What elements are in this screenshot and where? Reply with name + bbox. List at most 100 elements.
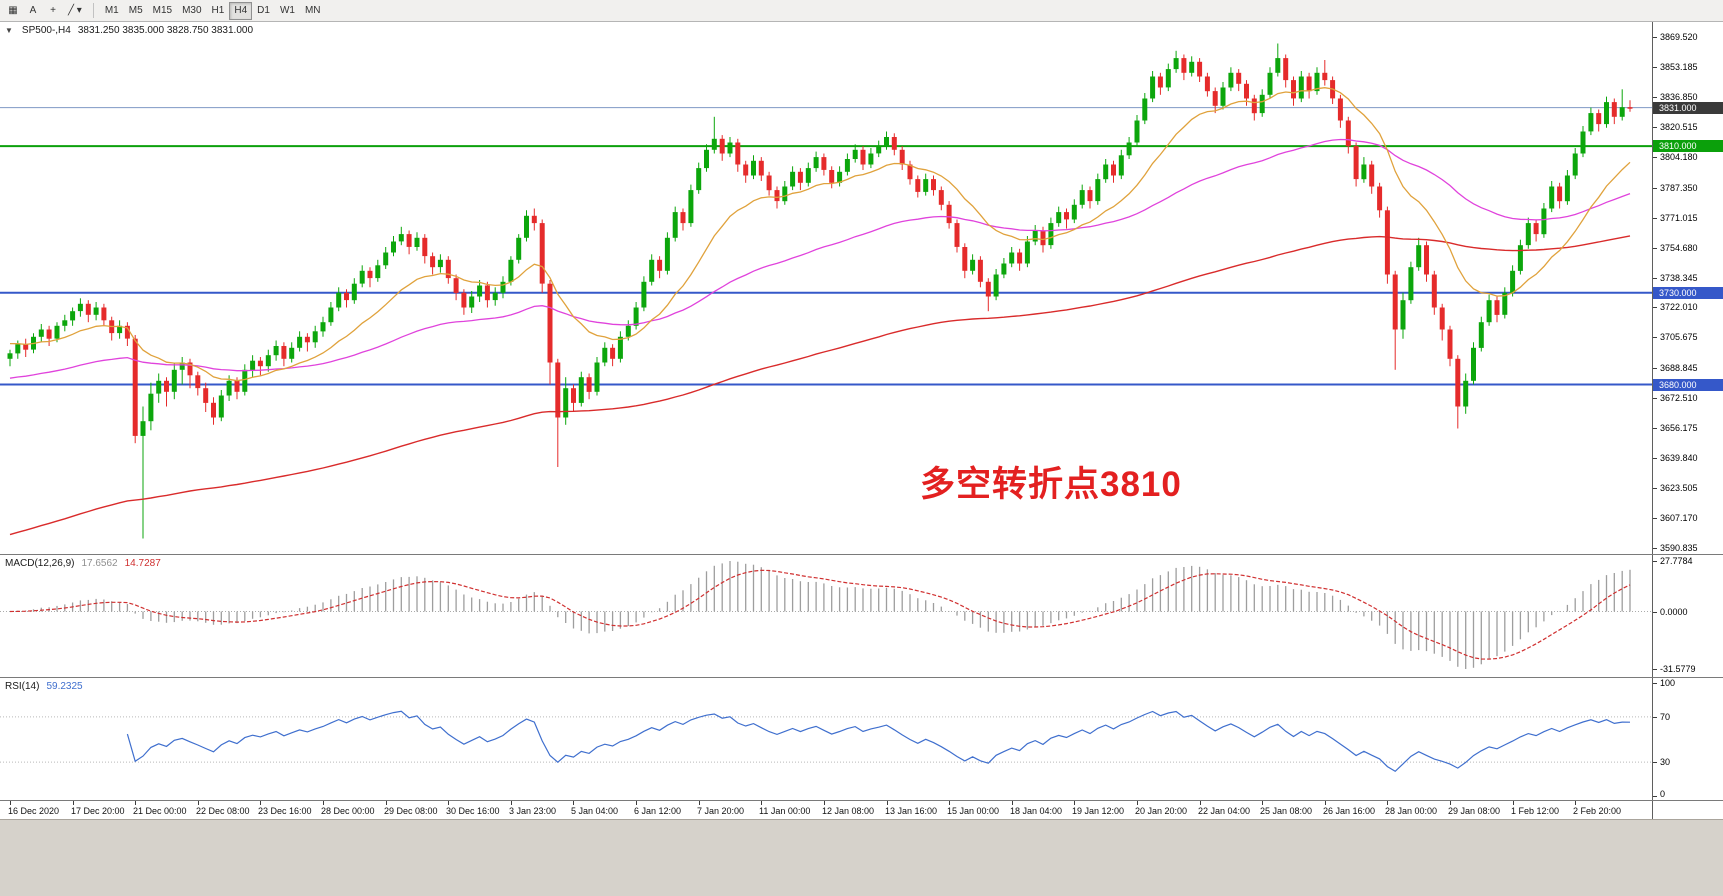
price-axis-label: 3722.010 [1660, 302, 1698, 312]
time-axis-label: 3 Jan 23:00 [509, 806, 557, 816]
time-axis-label: 1 Feb 12:00 [1511, 806, 1560, 816]
main-chart-pane: ▼ SP500-,H4 3831.250 3835.000 3828.750 3… [0, 22, 1723, 554]
time-axis-tick [1387, 801, 1388, 805]
time-axis[interactable]: 16 Dec 2020 17 Dec 20:00 21 Dec 00:00 22 De… [0, 800, 1723, 819]
rsi-header: RSI(14) 59.2325 [5, 681, 83, 692]
time-axis-tick [260, 801, 261, 805]
chart-symbol-period: SP500-,H4 [21, 25, 71, 36]
price-axis-label: 3771.015 [1660, 213, 1698, 223]
time-axis-label: 29 Jan 08:00 [1448, 806, 1501, 816]
macd-axis-tick [1653, 612, 1657, 613]
timeframe-button-h4[interactable]: H4 [229, 1, 253, 20]
crosshair-icon[interactable]: + [50, 5, 56, 16]
macd-canvas[interactable] [0, 555, 1652, 677]
main-chart-canvas[interactable] [0, 22, 1652, 554]
time-axis-tick [1137, 801, 1138, 805]
price-axis-tick [1653, 37, 1657, 38]
time-axis-label: 29 Dec 08:00 [384, 806, 438, 816]
status-bar-area [0, 819, 1723, 896]
price-axis-label: 3705.675 [1660, 332, 1698, 342]
rsi-axis-tick [1653, 762, 1657, 763]
macd-indicator-pane: MACD(12,26,9) 17.6562 14.7287 27.7784 0.0… [0, 554, 1723, 677]
time-axis-label: 26 Jan 16:00 [1323, 806, 1376, 816]
timeframe-button-m30[interactable]: M30 [182, 5, 202, 16]
price-axis-label: 3804.180 [1660, 152, 1698, 162]
chart-annotation-text[interactable]: 多空转折点3810 [920, 465, 1182, 504]
time-axis-label: 17 Dec 20:00 [71, 806, 125, 816]
price-axis-label: 3853.185 [1660, 62, 1698, 72]
time-axis-label: 30 Dec 16:00 [446, 806, 500, 816]
time-axis-tick [1450, 801, 1451, 805]
macd-axis-label: 27.7784 [1660, 556, 1693, 566]
price-axis-tick [1653, 488, 1657, 489]
toolbar: ▦ A + ╱ ▾ M1 M5 M15 M30 H1 H4 D1 W1 MN [0, 0, 1723, 22]
chart-ohlc-values: 3831.250 3835.000 3828.750 3831.000 [77, 25, 254, 36]
time-axis-label: 23 Dec 16:00 [258, 806, 312, 816]
time-axis-tick [887, 801, 888, 805]
price-axis-label: 3672.510 [1660, 393, 1698, 403]
timeframe-button-mn[interactable]: MN [304, 5, 321, 16]
toolbar-separator [92, 3, 94, 18]
chart-header: ▼ SP500-,H4 3831.250 3835.000 3828.750 3… [5, 25, 253, 36]
chart-collapse-icon[interactable]: ▼ [5, 26, 13, 35]
macd-axis[interactable]: 27.7784 0.0000 -31.5779 [1652, 555, 1723, 677]
timeframe-button-m1[interactable]: M1 [104, 5, 119, 16]
price-axis-label: 3688.845 [1660, 363, 1698, 373]
price-axis-tick [1653, 218, 1657, 219]
macd-axis-label: 0.0000 [1660, 607, 1688, 617]
price-axis-tick [1653, 307, 1657, 308]
rsi-axis-label: 100 [1660, 678, 1676, 688]
time-axis-label: 5 Jan 04:00 [571, 806, 619, 816]
time-axis-label: 28 Jan 00:00 [1385, 806, 1438, 816]
timeframe-button-group: M1 M5 M15 M30 H1 H4 D1 W1 MN [100, 1, 326, 20]
macd-main-value: 17.6562 [81, 558, 118, 569]
price-axis-label: 3623.505 [1660, 483, 1698, 493]
line-studies-icon[interactable]: ╱ ▾ [68, 5, 82, 16]
macd-axis-tick [1653, 561, 1657, 562]
price-axis-tick [1653, 127, 1657, 128]
time-axis-tick [1074, 801, 1075, 805]
time-axis-label: 21 Dec 00:00 [133, 806, 187, 816]
timeframe-button-w1[interactable]: W1 [279, 5, 295, 16]
rsi-canvas[interactable] [0, 678, 1652, 800]
price-axis-label: 3869.520 [1660, 32, 1698, 42]
rsi-axis-label: 70 [1660, 712, 1671, 722]
price-badge: 3831.000 [1653, 102, 1723, 114]
time-axis-label: 28 Dec 00:00 [321, 806, 375, 816]
time-axis-tick [1262, 801, 1263, 805]
price-axis-label: 3754.680 [1660, 243, 1698, 253]
timeframe-button-m5[interactable]: M5 [128, 5, 143, 16]
time-axis-tick [573, 801, 574, 805]
price-axis-label: 3590.835 [1660, 543, 1698, 553]
toolbar-icon-group: ▦ A + ╱ ▾ [3, 2, 87, 20]
timeframe-button-d1[interactable]: D1 [257, 5, 270, 16]
time-axis-label: 7 Jan 20:00 [697, 806, 745, 816]
time-axis-label: 2 Feb 20:00 [1573, 806, 1622, 816]
chart-window-icon[interactable]: ▦ [8, 5, 18, 16]
time-axis-tick [761, 801, 762, 805]
price-axis-label: 3607.170 [1660, 513, 1698, 523]
time-axis-tick [386, 801, 387, 805]
rsi-title: RSI(14) [5, 681, 40, 692]
rsi-value: 59.2325 [46, 681, 83, 692]
macd-axis-label: -31.5779 [1660, 664, 1696, 674]
time-axis-label: 22 Dec 08:00 [196, 806, 250, 816]
time-axis-label: 22 Jan 04:00 [1198, 806, 1251, 816]
price-axis-tick [1653, 188, 1657, 189]
timeframe-button-h1[interactable]: H1 [211, 5, 225, 16]
rsi-axis-tick [1653, 796, 1657, 797]
price-axis[interactable]: 3869.520 3853.185 3836.850 3820.515 3804.180… [1652, 22, 1723, 554]
timeframe-button-m15[interactable]: M15 [152, 5, 173, 16]
time-axis-label: 18 Jan 04:00 [1010, 806, 1063, 816]
macd-header: MACD(12,26,9) 17.6562 14.7287 [5, 558, 161, 569]
time-axis-tick [135, 801, 136, 805]
price-axis-tick [1653, 548, 1657, 549]
price-axis-tick [1653, 337, 1657, 338]
macd-title: MACD(12,26,9) [5, 558, 75, 569]
price-axis-tick [1653, 97, 1657, 98]
time-axis-tick [10, 801, 11, 805]
time-axis-tick [73, 801, 74, 805]
cursor-icon[interactable]: A [29, 5, 37, 16]
rsi-axis[interactable]: 100 70 30 0 [1652, 678, 1723, 800]
price-axis-tick [1653, 428, 1657, 429]
